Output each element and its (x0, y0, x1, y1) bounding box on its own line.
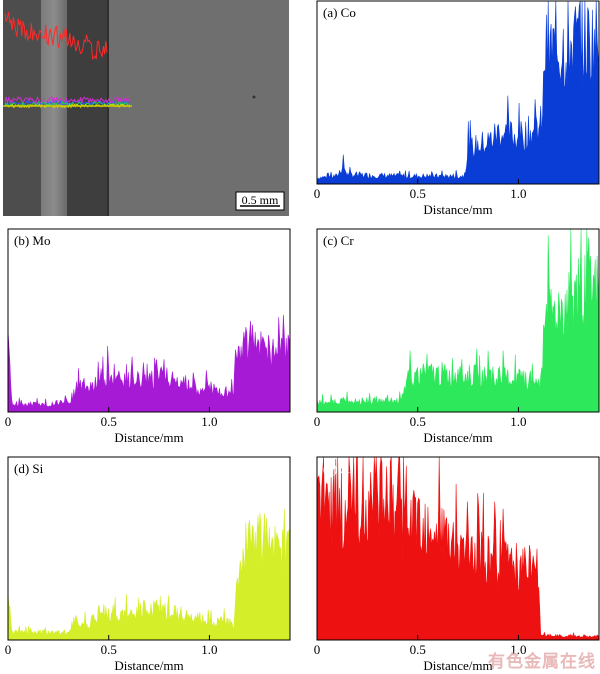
micrograph-defect (252, 95, 256, 99)
panel-si-frame (7, 456, 291, 641)
micrograph-linescan (3, 11, 132, 109)
si-xtick-label: 0 (5, 642, 12, 657)
panel-co: Distance/mm 0 0.5 1.0 (a) Co (314, 0, 600, 217)
panel-mo-label: (b) Mo (14, 233, 50, 248)
watermark: 有色金属在线 (488, 652, 596, 672)
al-xtick-label: 0 (314, 642, 321, 657)
cr-profile-area (316, 228, 600, 413)
panel-cr-frame (316, 228, 600, 413)
panel-cr: Distance/mm 0 0.5 1.0 (c) Cr (314, 228, 600, 445)
mo-profile-area (7, 314, 291, 413)
si-profile-area (7, 509, 291, 641)
panel-si-label: (d) Si (14, 461, 44, 476)
cr-xtick-label: 1.0 (510, 414, 526, 429)
linescan-trace-al (4, 11, 108, 60)
mo-xtick-label: 1.0 (201, 414, 217, 429)
panel-co-xlabel: Distance/mm (423, 202, 492, 217)
panel-si-xlabel: Distance/mm (114, 658, 183, 673)
micrograph-interface (107, 0, 109, 216)
al-profile-area (316, 456, 600, 641)
mo-xtick-label: 0.5 (101, 414, 117, 429)
panel-co-label: (a) Co (323, 5, 356, 20)
panel-si: Distance/mm 0 0.5 1.0 (d) Si (5, 456, 291, 673)
panel-al-xlabel: Distance/mm (423, 658, 492, 673)
co-xtick-label: 0 (314, 186, 321, 201)
scale-bar-label: 0.5 mm (242, 193, 279, 207)
panel-cr-label: (c) Cr (323, 233, 354, 248)
panel-co-frame (316, 0, 600, 185)
micrograph: 0.5 mm (3, 0, 289, 216)
panel-al-frame (316, 456, 600, 641)
micrograph-coating-dark (67, 0, 107, 216)
al-xtick-label: 0.5 (410, 642, 426, 657)
linescan-trace-mo (4, 95, 131, 105)
linescan-trace-co (4, 99, 130, 107)
panel-al-label: (e) Al (323, 461, 353, 476)
si-xtick-label: 1.0 (201, 642, 217, 657)
panel-al: Distance/mm 0 0.5 1.0 (e) Al (314, 456, 600, 673)
cr-xtick-label: 0 (314, 414, 321, 429)
panel-mo-xlabel: Distance/mm (114, 430, 183, 445)
panel-cr-xlabel: Distance/mm (423, 430, 492, 445)
mo-xtick-label: 0 (5, 414, 12, 429)
co-xtick-label: 0.5 (410, 186, 426, 201)
co-xtick-label: 1.0 (510, 186, 526, 201)
panel-mo-frame (7, 228, 291, 413)
si-xtick-label: 0.5 (101, 642, 117, 657)
cr-xtick-label: 0.5 (410, 414, 426, 429)
al-xtick-label: 1.0 (510, 642, 526, 657)
panel-mo: Distance/mm 0 0.5 1.0 (b) Mo (5, 228, 291, 445)
co-profile-area (316, 0, 600, 185)
